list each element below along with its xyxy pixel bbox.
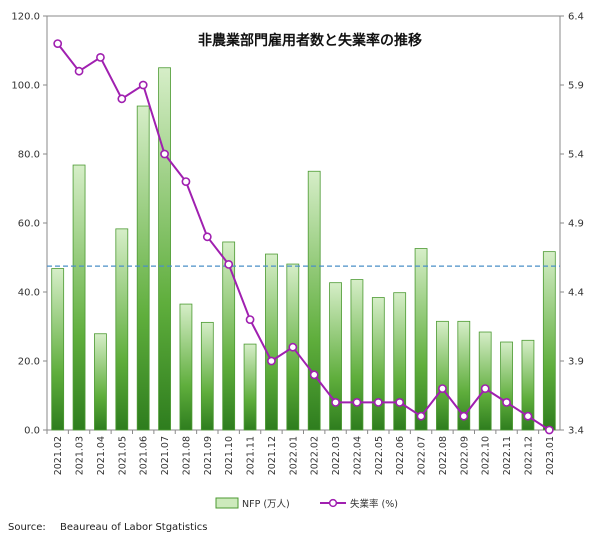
point-2022.01 (288, 342, 298, 352)
y-left-tick-label: 80.0 (18, 150, 40, 161)
y-right-tick-label: 3.9 (568, 357, 584, 368)
point-2022.05 (373, 397, 383, 407)
y-right-tick-label: 3.4 (568, 426, 584, 437)
x-tick-label: 2021.03 (75, 436, 86, 475)
x-tick-label: 2022.02 (310, 436, 321, 475)
bar-2021.08 (179, 303, 193, 431)
legend-swatch-marker (328, 498, 338, 508)
point-2021.10 (224, 259, 234, 269)
point-2021.09 (202, 232, 212, 242)
y-left-tick-label: 100.0 (11, 81, 40, 92)
x-tick-label: 2021.11 (246, 436, 257, 475)
y-left-tick-label: 40.0 (18, 288, 40, 299)
bar-2021.03 (72, 164, 86, 431)
point-2021.05 (117, 94, 127, 104)
y-right-tick-label: 5.4 (568, 150, 584, 161)
x-tick-label: 2021.02 (53, 436, 64, 475)
bar-2021.09 (200, 321, 214, 431)
bar-2022.04 (350, 279, 364, 431)
source-label: Source: (8, 522, 46, 533)
axes: 0.0 20.0 40.0 60.0 80.0 100.0 120.0 3.4 3.9 4.4 4.… (11, 12, 584, 476)
x-tick-label: 2021.04 (96, 436, 107, 475)
y-left-tick-label: 20.0 (18, 357, 40, 368)
y-left-tick-label: 0.0 (24, 426, 40, 437)
x-tick-label: 2022.01 (288, 436, 299, 475)
bar-2021.04 (94, 333, 107, 431)
bar-2021.12 (265, 253, 278, 431)
bar-2022.12 (521, 339, 535, 431)
x-tick-label: 2022.03 (331, 436, 342, 475)
x-tick-label: 2022.12 (523, 436, 534, 475)
x-tick-label: 2022.05 (374, 436, 385, 475)
source-text: Beaureau of Labor Stgatistics (60, 522, 208, 533)
x-tick-label: 2022.09 (459, 436, 470, 475)
bar-2021.07 (158, 67, 171, 431)
point-2022.04 (352, 397, 362, 407)
x-tick-label: 2022.10 (481, 436, 492, 475)
point-2021.06 (138, 80, 148, 90)
x-tick-label: 2022.08 (438, 436, 449, 475)
bar-2023.01 (542, 251, 556, 431)
point-2022.08 (438, 384, 447, 393)
x-tick-label: 2022.11 (502, 436, 513, 475)
x-tick-label: 2021.12 (267, 436, 278, 475)
x-tick-label: 2021.07 (160, 436, 171, 475)
y-right-tick-label: 5.9 (568, 81, 584, 92)
chart-title: 非農業部門雇用者数と失業率の推移 (198, 32, 422, 49)
bar-2022.10 (478, 331, 492, 431)
point-2021.11 (245, 315, 255, 324)
point-2022.09 (459, 411, 469, 421)
bar-2022.09 (457, 320, 471, 431)
bar-2022.11 (500, 341, 513, 431)
legend-swatch-nfp (215, 497, 239, 509)
x-tick-label: 2023.01 (545, 436, 556, 475)
x-tick-label: 2021.10 (224, 436, 235, 475)
x-tick-label: 2021.09 (203, 436, 214, 475)
bar-2021.05 (115, 228, 129, 431)
point-2022.10 (480, 384, 490, 393)
point-2022.11 (502, 397, 511, 407)
bar-2022.07 (414, 248, 428, 431)
x-tick-label: 2021.06 (139, 436, 150, 475)
point-2022.07 (416, 411, 426, 421)
legend-label-nfp: NFP (万人) (242, 499, 290, 510)
point-2022.02 (309, 370, 319, 380)
point-2022.12 (523, 411, 533, 421)
bar-2021.02 (51, 268, 65, 431)
line-series (53, 39, 554, 435)
x-tick-label: 2021.05 (117, 436, 128, 475)
legend: NFP (万人) 失業率 (%) (215, 497, 398, 510)
point-2021.07 (160, 149, 169, 159)
point-2022.06 (395, 397, 405, 407)
point-2021.03 (74, 66, 84, 76)
point-2023.01 (544, 425, 554, 435)
point-2021.08 (181, 177, 191, 186)
x-tick-label: 2022.06 (395, 436, 406, 475)
x-tick-label: 2022.07 (417, 436, 428, 475)
y-left-tick-label: 120.0 (11, 12, 40, 23)
point-2022.03 (331, 397, 340, 407)
y-right-tick-label: 6.4 (568, 12, 584, 23)
bar-2022.02 (307, 170, 321, 431)
point-2021.04 (96, 53, 105, 62)
bar-2022.05 (371, 297, 385, 431)
y-left-tick-label: 60.0 (18, 219, 40, 230)
bar-2022.08 (436, 320, 449, 431)
point-2021.12 (267, 356, 276, 366)
legend-label-unemployment: 失業率 (%) (350, 498, 398, 510)
bar-2022.06 (393, 292, 407, 431)
x-tick-label: 2022.04 (352, 436, 363, 475)
bar-2021.06 (136, 105, 150, 431)
x-tick-label: 2021.08 (181, 436, 192, 475)
bar-2021.11 (243, 343, 257, 431)
point-2021.02 (53, 39, 63, 48)
y-right-tick-label: 4.9 (568, 219, 584, 230)
y-right-tick-label: 4.4 (568, 288, 584, 299)
bar-2022.03 (329, 282, 342, 431)
bar-2021.10 (222, 241, 236, 431)
